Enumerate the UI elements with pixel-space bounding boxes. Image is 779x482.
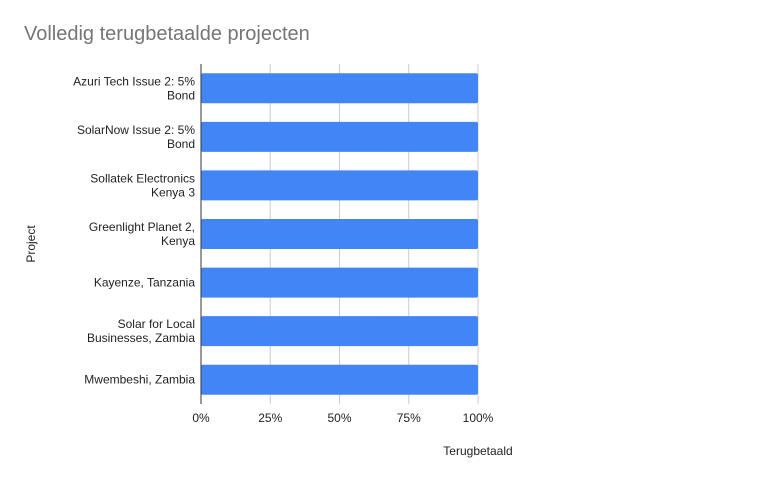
- y-tick-label: Greenlight Planet 2, Kenya: [89, 220, 195, 248]
- y-tick-label-line: Sollatek Electronics: [90, 171, 195, 185]
- y-tick-label-line: Greenlight Planet 2,: [89, 220, 195, 234]
- y-tick-label-line: Kayenze, Tanzania: [94, 276, 196, 290]
- bar: [201, 219, 478, 249]
- y-tick-label-line: SolarNow Issue 2: 5%: [77, 123, 195, 137]
- bar: [201, 170, 478, 201]
- y-tick-label-line: Mwembeshi, Zambia: [84, 373, 195, 387]
- y-tick-label-line: Kenya 3: [151, 185, 195, 199]
- y-tick-label: Solar for Local Businesses, Zambia: [87, 317, 195, 345]
- y-tick-label-line: Bond: [167, 88, 195, 102]
- y-tick-label: Kayenze, Tanzania: [94, 276, 196, 290]
- y-tick-label: Sollatek Electronics Kenya 3: [90, 171, 195, 199]
- chart-title: Volledig terugbetaalde projecten: [24, 23, 310, 45]
- y-tick-label-line: Azuri Tech Issue 2: 5%: [73, 74, 195, 88]
- x-tick-label: 75%: [397, 411, 421, 425]
- bar: [201, 73, 478, 104]
- x-tick-label: 25%: [258, 411, 282, 425]
- y-tick-label-line: Kenya: [161, 234, 195, 248]
- y-tick-label: Mwembeshi, Zambia: [84, 373, 195, 387]
- bar: [201, 121, 478, 152]
- bar: [201, 364, 478, 395]
- x-axis-title: Terugbetaald: [443, 444, 512, 458]
- y-tick-label-line: Businesses, Zambia: [87, 331, 195, 345]
- bar: [201, 316, 478, 347]
- y-tick-label: Azuri Tech Issue 2: 5% Bond: [73, 74, 195, 102]
- bar: [201, 267, 478, 298]
- x-tick-label: 0%: [192, 411, 210, 425]
- x-tick-label: 100%: [463, 411, 494, 425]
- x-tick-label: 50%: [327, 411, 351, 425]
- y-tick-label-line: Bond: [167, 137, 195, 151]
- y-axis-title: Project: [24, 225, 38, 263]
- y-tick-label: SolarNow Issue 2: 5% Bond: [77, 123, 195, 151]
- y-tick-label-line: Solar for Local: [118, 317, 195, 331]
